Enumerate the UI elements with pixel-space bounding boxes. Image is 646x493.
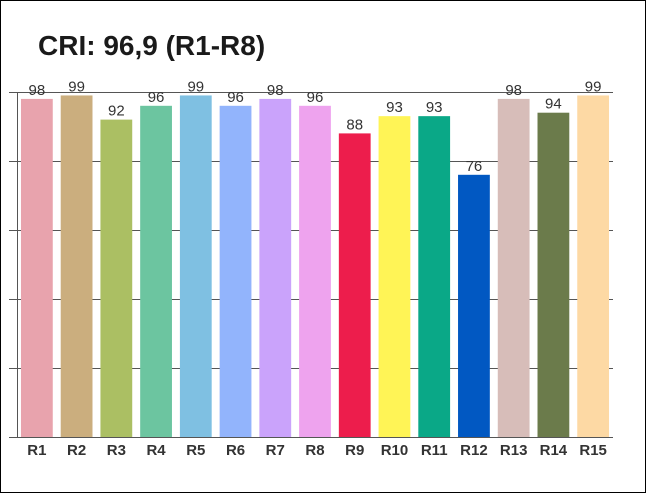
value-label-r2: 99 <box>68 78 85 95</box>
bar-r11 <box>418 116 451 438</box>
value-label-r13: 98 <box>505 82 522 99</box>
value-label-r4: 96 <box>148 89 165 106</box>
value-label-r11: 93 <box>426 99 443 116</box>
bar-r15 <box>577 95 610 437</box>
value-labels: 98 99 92 96 99 96 98 96 88 93 93 76 98 94 99 <box>29 78 602 174</box>
category-label-r6: R6 <box>226 442 245 459</box>
bars <box>20 95 610 438</box>
bar-r13 <box>497 98 530 438</box>
category-label-r7: R7 <box>266 442 285 459</box>
category-label-r14: R14 <box>540 442 568 459</box>
bar-r2 <box>60 95 93 437</box>
category-label-r12: R12 <box>460 442 488 459</box>
bar-r6 <box>219 105 252 438</box>
bar-r4 <box>140 105 172 438</box>
bar-r10 <box>378 116 411 438</box>
bar-r7 <box>259 98 292 438</box>
category-label-r4: R4 <box>146 442 166 459</box>
bar-r1 <box>20 98 53 438</box>
bar-r9 <box>338 133 371 437</box>
value-label-r12: 76 <box>466 158 483 175</box>
value-label-r6: 96 <box>227 89 244 106</box>
category-label-r2: R2 <box>67 442 86 459</box>
bar-r12 <box>458 174 490 438</box>
value-label-r10: 93 <box>386 99 403 116</box>
bar-r14 <box>537 112 570 437</box>
category-label-r10: R10 <box>381 442 409 459</box>
bar-r5 <box>179 95 212 437</box>
value-label-r7: 98 <box>267 82 284 99</box>
category-labels: R1 R2 R3 R4 R5 R6 R7 R8 R9 R10 R11 R12 R13 R14 R15 <box>27 442 607 459</box>
category-label-r9: R9 <box>345 442 364 459</box>
value-label-r8: 96 <box>307 89 324 106</box>
category-label-r13: R13 <box>500 442 528 459</box>
category-label-r8: R8 <box>305 442 324 459</box>
bar-r3 <box>100 119 133 437</box>
bar-r8 <box>299 105 331 438</box>
value-label-r1: 98 <box>29 82 46 99</box>
category-label-r11: R11 <box>421 442 448 459</box>
value-label-r9: 88 <box>346 116 363 133</box>
category-label-r5: R5 <box>186 442 205 459</box>
value-label-r5: 99 <box>187 78 204 95</box>
category-label-r3: R3 <box>107 442 126 459</box>
value-label-r3: 92 <box>108 103 125 120</box>
chart-title: CRI: 96,9 (R1-R8) <box>38 30 266 61</box>
value-label-r15: 99 <box>585 78 602 95</box>
axes <box>9 92 613 438</box>
value-label-r14: 94 <box>545 96 562 113</box>
category-label-r15: R15 <box>579 442 607 459</box>
category-label-r1: R1 <box>27 442 46 459</box>
